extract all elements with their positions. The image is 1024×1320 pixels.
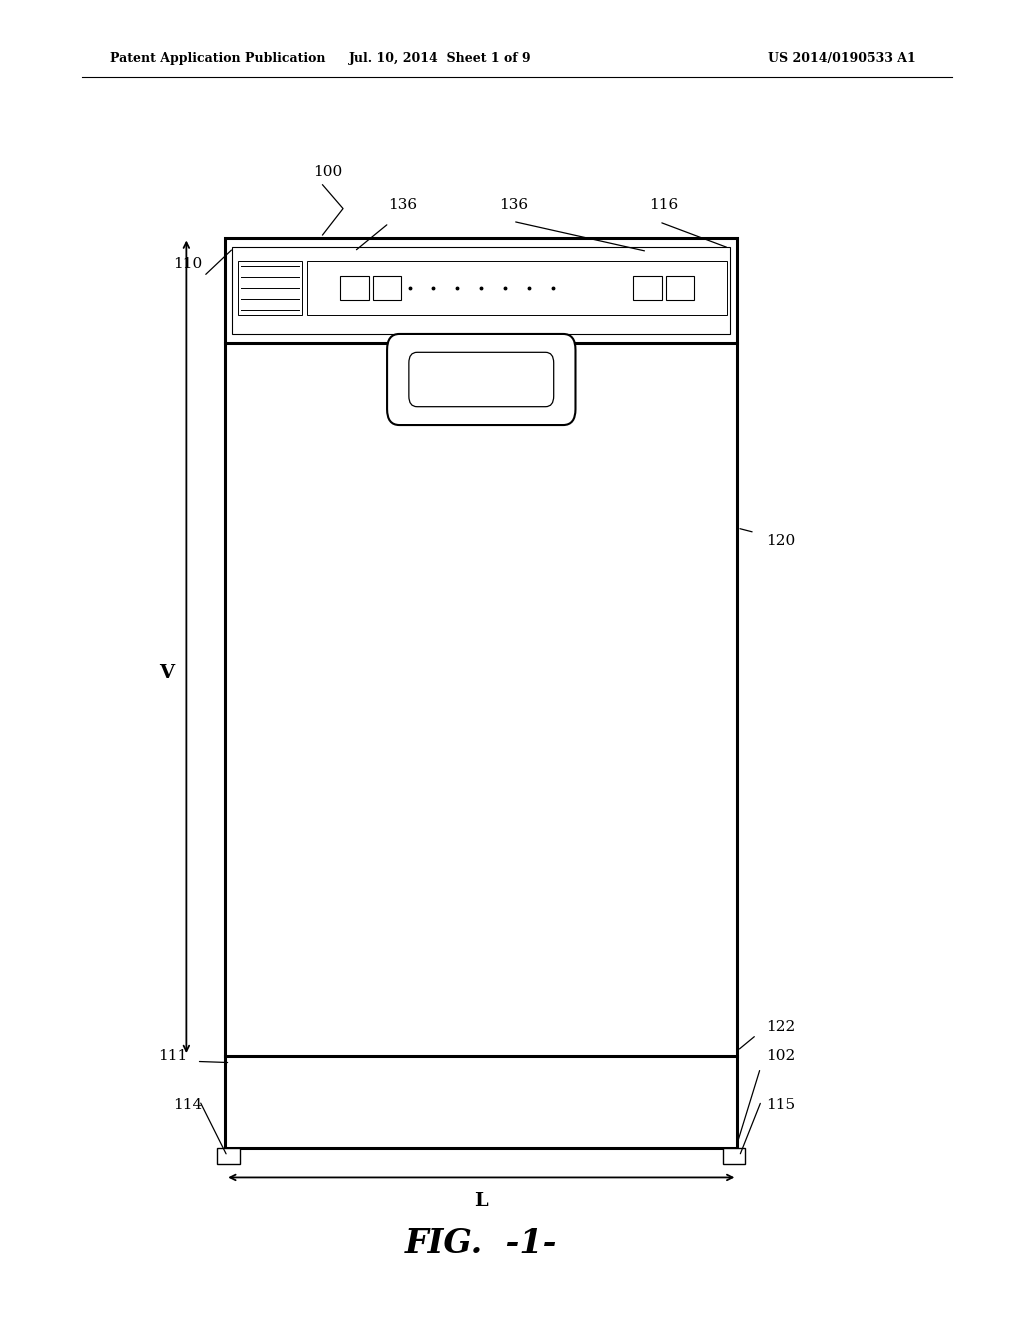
Text: US 2014/0190533 A1: US 2014/0190533 A1: [768, 51, 915, 65]
Bar: [238, 261, 302, 315]
Bar: [225, 238, 737, 1148]
Text: 114: 114: [173, 1098, 202, 1111]
Text: FIG.  -1-: FIG. -1-: [406, 1228, 557, 1259]
Text: 111: 111: [158, 1049, 187, 1063]
Text: 120: 120: [766, 535, 796, 548]
Bar: [723, 1148, 745, 1164]
FancyBboxPatch shape: [387, 334, 575, 425]
Text: Patent Application Publication: Patent Application Publication: [110, 51, 325, 65]
Bar: [217, 1148, 240, 1164]
Text: 136: 136: [500, 198, 528, 211]
Bar: [307, 261, 727, 315]
Bar: [633, 276, 662, 300]
Text: 110: 110: [173, 257, 202, 271]
Text: 102: 102: [766, 1049, 796, 1063]
Bar: [373, 276, 401, 300]
Text: 115: 115: [766, 1098, 795, 1111]
Text: 100: 100: [313, 165, 342, 178]
Text: V: V: [160, 664, 174, 682]
Bar: [232, 247, 730, 334]
Text: L: L: [474, 1192, 488, 1210]
Bar: [340, 276, 369, 300]
Text: 136: 136: [388, 198, 417, 211]
Text: 122: 122: [766, 1020, 796, 1034]
Bar: [666, 276, 694, 300]
FancyBboxPatch shape: [409, 352, 554, 407]
Text: 116: 116: [649, 198, 678, 211]
Text: Jul. 10, 2014  Sheet 1 of 9: Jul. 10, 2014 Sheet 1 of 9: [349, 51, 531, 65]
